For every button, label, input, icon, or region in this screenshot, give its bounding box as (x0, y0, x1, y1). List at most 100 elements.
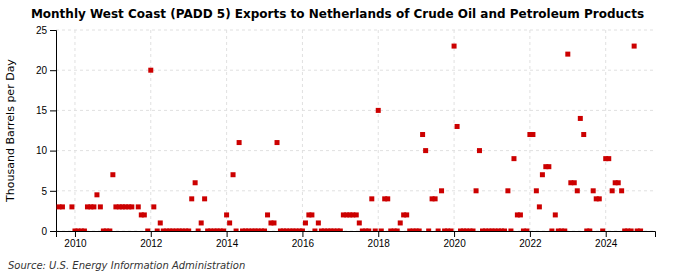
point (452, 44, 457, 49)
x-tick-label: 2016 (292, 238, 315, 249)
x-axis: 2010 2012 2014 2016 2018 2020 2022 2024 (57, 231, 656, 249)
point (193, 180, 198, 185)
point (110, 172, 115, 177)
point (309, 212, 314, 217)
grid (56, 30, 655, 231)
x-tick-label: 2022 (519, 238, 542, 249)
point (271, 220, 276, 225)
point (537, 204, 542, 209)
y-tick-mark (50, 191, 56, 192)
y-tick: 20 (36, 65, 56, 76)
point (275, 140, 280, 145)
point (638, 229, 643, 232)
x-grid-line (605, 30, 606, 231)
annotation: Source: U.S. Energy Information Administ… (8, 260, 245, 271)
point (511, 156, 516, 161)
point (606, 156, 611, 161)
point (591, 188, 596, 193)
point (449, 229, 454, 232)
point (502, 229, 507, 232)
x-tick: 2016 (292, 231, 315, 249)
x-tick-label: 2014 (216, 238, 239, 249)
point (439, 188, 444, 193)
point (312, 229, 317, 232)
point (508, 229, 513, 232)
point (316, 220, 321, 225)
x-tick-label: 2012 (140, 238, 163, 249)
y-tick-label: 5 (41, 186, 47, 197)
y-tick-mark (50, 30, 56, 31)
point (575, 188, 580, 193)
x-tick-mark (302, 231, 303, 237)
point (94, 192, 99, 197)
point (534, 188, 539, 193)
point (420, 132, 425, 137)
x-tick-label: 2018 (368, 238, 391, 249)
y-tick-label: 0 (41, 226, 47, 237)
point (597, 196, 602, 201)
point (518, 212, 523, 217)
point (474, 188, 479, 193)
y-grid-line (56, 30, 655, 31)
x-tick: 2022 (519, 231, 542, 249)
point (158, 220, 163, 225)
point (477, 148, 482, 153)
y-tick-mark (50, 231, 56, 232)
y-tick-label: 15 (36, 105, 48, 116)
point (616, 180, 621, 185)
x-tick: 2020 (443, 231, 466, 249)
point (196, 229, 201, 232)
x-tick-label: 2020 (443, 238, 466, 249)
x-tick: 2012 (140, 231, 163, 249)
point (155, 229, 160, 232)
chart-svg: 2010201220142016201820202022202405101520… (0, 0, 675, 275)
point (98, 204, 103, 209)
point (629, 229, 634, 232)
point (303, 220, 308, 225)
point (91, 204, 96, 209)
point (385, 196, 390, 201)
point (524, 229, 529, 232)
point (610, 188, 615, 193)
y-tick: 15 (36, 105, 56, 116)
point (186, 229, 191, 232)
x-tick: 2014 (216, 231, 239, 249)
point (237, 140, 242, 145)
point (505, 188, 510, 193)
point (581, 132, 586, 137)
y-tick: 0 (41, 226, 56, 237)
point (148, 68, 153, 73)
x-tick-label: 2010 (64, 238, 87, 249)
point (338, 229, 343, 232)
point (376, 108, 381, 113)
point (565, 52, 570, 57)
x-grid-line (74, 30, 75, 231)
point (107, 229, 112, 232)
point (572, 180, 577, 185)
point (82, 229, 87, 232)
point (455, 124, 460, 129)
point (366, 229, 371, 232)
point (234, 229, 239, 232)
point (549, 229, 554, 232)
point (433, 196, 438, 201)
x-grid-line (226, 30, 227, 231)
plot-area: 2010201220142016201820202022202405101520… (36, 25, 656, 249)
y-axis-label: Thousand Barrels per Day (4, 59, 17, 203)
point (129, 204, 134, 209)
y-tick-label: 20 (36, 65, 48, 76)
x-grid-line (454, 30, 455, 231)
x-tick-label: 2024 (595, 238, 618, 249)
y-tick-label: 25 (36, 25, 48, 36)
point (540, 172, 545, 177)
x-tick-mark (151, 231, 152, 237)
point (436, 229, 441, 232)
point (221, 229, 226, 232)
y-grid-line (56, 70, 655, 71)
point (546, 164, 551, 169)
y-axis-line (50, 31, 57, 232)
x-grid-line (150, 30, 151, 231)
y-grid-line (56, 150, 655, 151)
y-grid-line (56, 110, 655, 111)
point (398, 220, 403, 225)
